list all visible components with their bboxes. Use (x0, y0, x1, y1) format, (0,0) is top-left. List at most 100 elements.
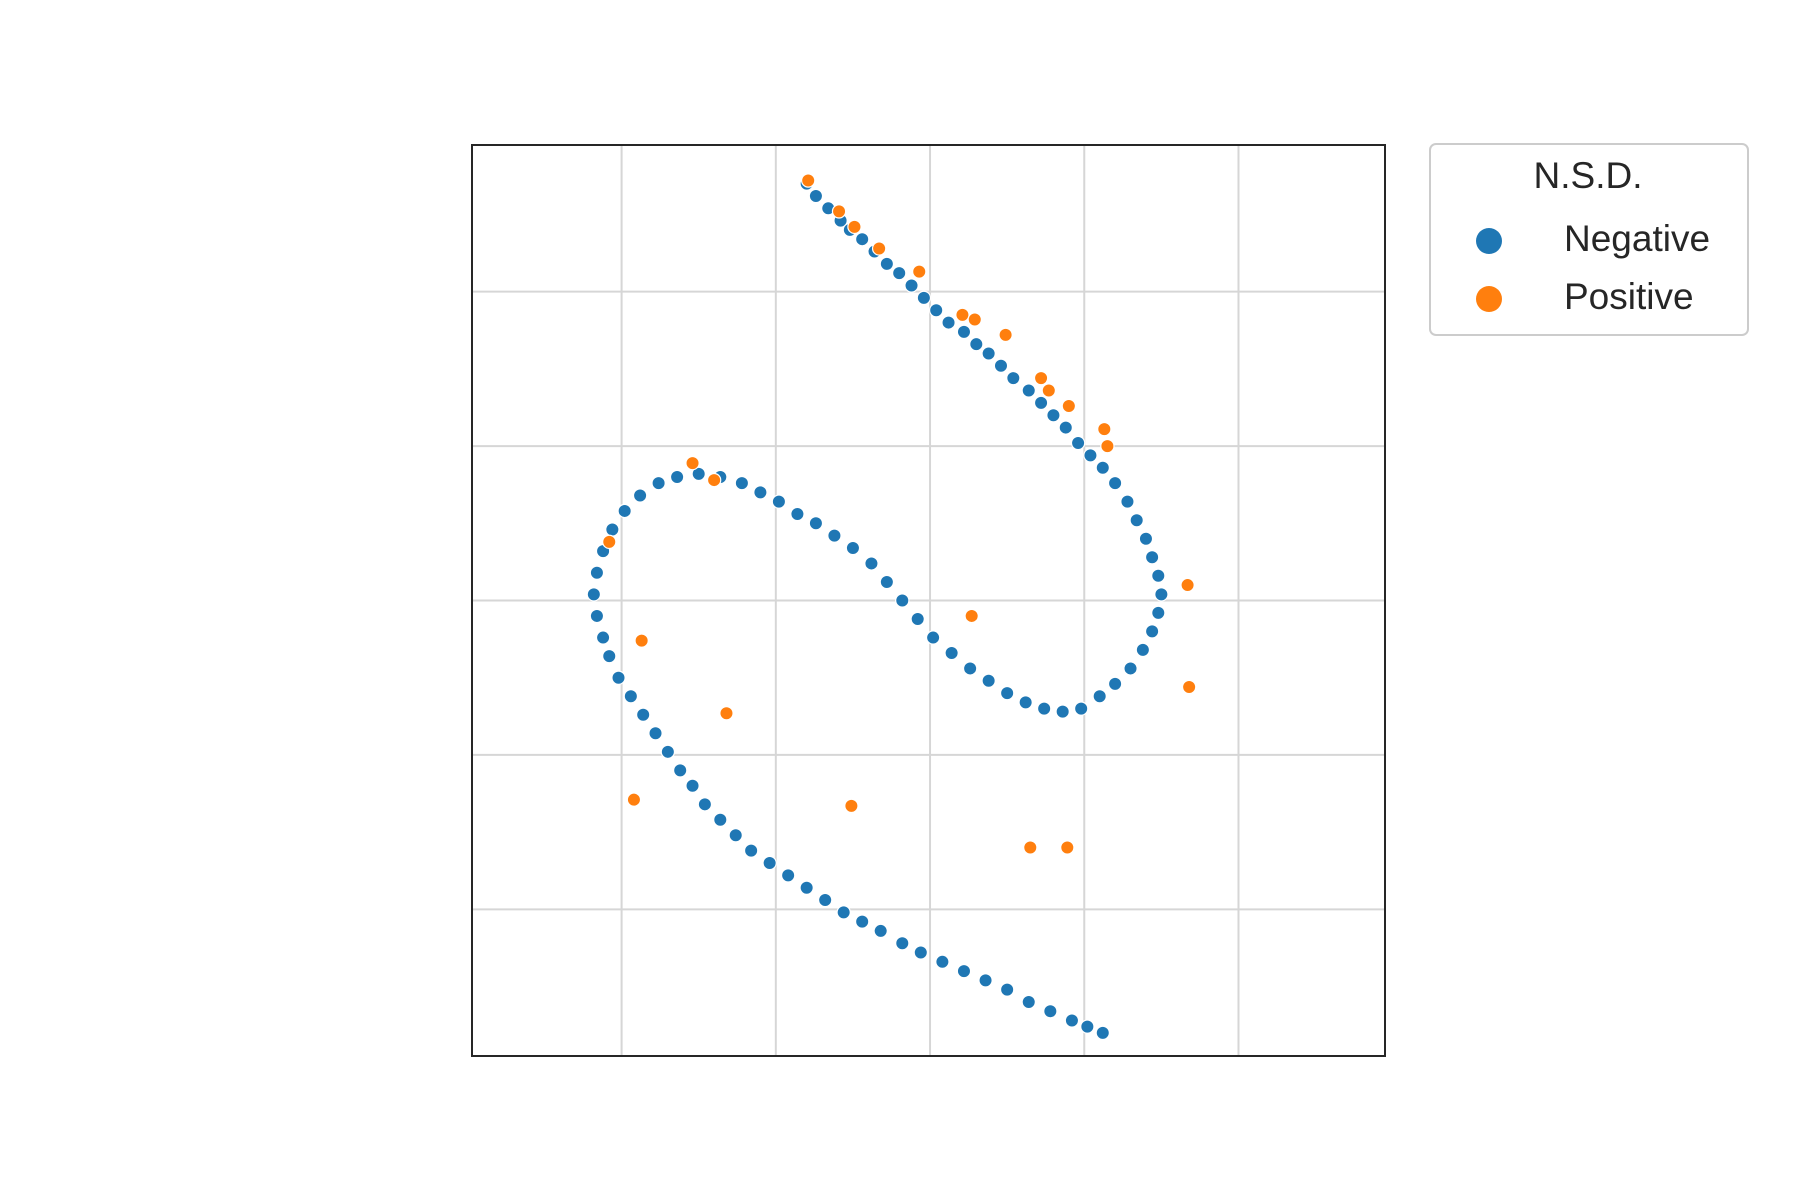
scatter-point-negative-37 (1092, 689, 1107, 704)
scatter-point-negative-14 (969, 336, 984, 352)
scatter-point-negative-38 (1073, 701, 1089, 716)
scatter-point-positive-14 (685, 455, 700, 471)
scatter-point-negative-28 (1138, 531, 1154, 546)
scatter-point-positive-4 (912, 264, 927, 279)
scatter-point-negative-43 (981, 673, 996, 688)
scatter-point-positive-0 (801, 173, 816, 188)
scatter-point-negative-22 (1070, 435, 1086, 451)
scatter-point-negative-94 (999, 982, 1015, 997)
scatter-point-negative-31 (1154, 587, 1169, 602)
scatter-point-positive-23 (634, 633, 649, 648)
scatter-point-negative-21 (1058, 420, 1073, 435)
scatter-point-positive-3 (871, 241, 887, 256)
scatter-point-negative-87 (854, 914, 870, 929)
scatter-point-negative-80 (728, 827, 743, 843)
scatter-point-negative-30 (1151, 568, 1166, 583)
scatter-point-positive-13 (844, 798, 859, 814)
scatter-point-negative-25 (1107, 475, 1123, 491)
scatter-point-negative-27 (1129, 513, 1144, 528)
scatter-point-negative-96 (1043, 1004, 1058, 1019)
legend-label-negative: Negative (1564, 218, 1710, 259)
scatter-point-negative-41 (1018, 695, 1033, 710)
scatter-point-negative-78 (697, 797, 713, 812)
scatter-point-negative-13 (956, 324, 972, 340)
scatter-point-positive-24 (602, 534, 617, 550)
scatter-point-negative-9 (904, 278, 919, 293)
scatter-point-positive-22 (1023, 840, 1038, 855)
scatter-point-negative-76 (673, 763, 688, 778)
scatter-point-negative-97 (1064, 1013, 1080, 1028)
scatter-point-negative-98 (1080, 1019, 1095, 1034)
scatter-point-negative-79 (713, 812, 728, 827)
legend-marker-positive (1476, 286, 1502, 312)
scatter-point-negative-8 (891, 265, 907, 281)
scatter-point-negative-34 (1135, 642, 1151, 658)
scatter-point-negative-60 (669, 469, 685, 485)
scatter-point-positive-20 (1180, 577, 1195, 593)
scatter-point-positive-15 (706, 472, 722, 488)
scatter-point-negative-66 (589, 565, 605, 580)
scatter-point-negative-85 (817, 892, 833, 908)
scatter-point-negative-32 (1151, 605, 1166, 621)
legend-label-positive: Positive (1564, 276, 1694, 317)
scatter-point-negative-7 (879, 256, 895, 272)
scatter-point-negative-24 (1095, 460, 1110, 475)
scatter-point-negative-47 (910, 611, 925, 627)
scatter-point-negative-59 (691, 466, 706, 482)
scatter-point-negative-18 (1021, 383, 1036, 398)
scatter-point-negative-64 (605, 522, 620, 537)
scatter-point-negative-49 (879, 574, 895, 590)
scatter-point-negative-84 (799, 880, 814, 895)
scatter-point-negative-77 (685, 778, 700, 793)
scatter-point-negative-70 (602, 648, 617, 664)
scatter-point-negative-95 (1021, 994, 1036, 1010)
scatter-point-negative-99 (1095, 1025, 1110, 1041)
scatter-point-negative-73 (635, 707, 651, 722)
scatter-point-negative-69 (595, 630, 611, 645)
scatter-point-negative-90 (913, 945, 928, 960)
scatter-point-negative-1 (808, 188, 824, 204)
scatter-point-positive-2 (847, 219, 862, 235)
scatter-point-negative-45 (944, 645, 959, 661)
legend-box (1429, 143, 1749, 336)
scatter-point-negative-71 (611, 670, 626, 685)
scatter-point-positive-5 (955, 307, 970, 323)
scatter-point-negative-89 (895, 936, 910, 951)
scatter-point-negative-63 (617, 503, 632, 519)
scatter-point-positive-11 (1097, 421, 1112, 437)
scatter-point-negative-17 (1006, 370, 1021, 386)
scatter-point-negative-5 (854, 231, 870, 247)
scatter-point-negative-33 (1144, 624, 1160, 639)
scatter-point-negative-83 (780, 868, 796, 883)
scatter-point-negative-53 (808, 516, 824, 531)
scatter-point-negative-62 (632, 488, 648, 503)
scatter-point-positive-16 (626, 792, 642, 807)
scatter-point-positive-8 (1033, 370, 1049, 386)
scatter-point-negative-42 (999, 685, 1015, 701)
scatter-point-positive-1 (831, 204, 847, 219)
scatter-point-negative-10 (916, 290, 932, 306)
scatter-point-negative-74 (648, 726, 663, 741)
scatter-point-negative-75 (660, 744, 676, 760)
scatter-point-negative-88 (873, 923, 888, 939)
scatter-point-negative-15 (981, 346, 996, 361)
scatter-point-negative-12 (941, 315, 956, 330)
scatter-point-negative-44 (962, 661, 978, 676)
scatter-point-negative-81 (743, 843, 759, 858)
scatter-point-positive-7 (998, 327, 1013, 343)
scatter-point-positive-12 (1100, 438, 1115, 454)
legend: N.S.D. Negative Positive (1429, 143, 1749, 336)
scatter-point-negative-51 (845, 540, 861, 556)
scatter-point-negative-29 (1144, 550, 1160, 565)
scatter-point-negative-48 (895, 593, 910, 608)
scatter-point-negative-35 (1123, 661, 1138, 676)
scatter-point-negative-61 (651, 475, 666, 491)
scatter-point-negative-52 (827, 528, 842, 543)
scatter-point-negative-11 (929, 303, 944, 318)
scatter-point-negative-54 (790, 506, 805, 522)
scatter-point-negative-55 (771, 494, 787, 509)
legend-title: N.S.D. (1534, 155, 1643, 196)
scatter-point-negative-40 (1036, 701, 1052, 716)
scatter-point-negative-86 (836, 905, 851, 920)
